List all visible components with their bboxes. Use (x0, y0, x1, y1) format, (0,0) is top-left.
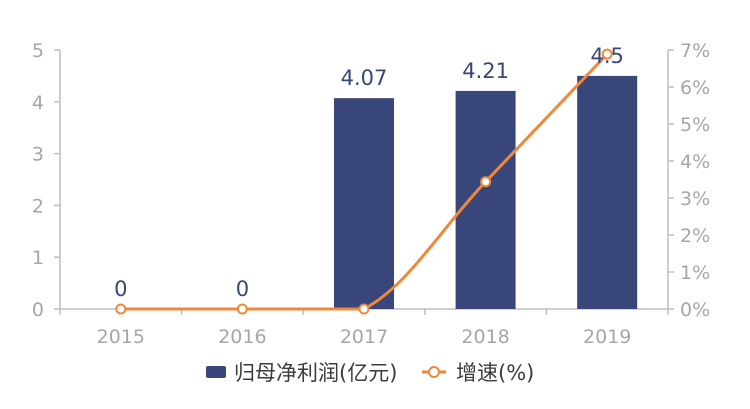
y-tick-label-right: 3% (680, 188, 710, 210)
bar-value-label: 0 (114, 277, 127, 301)
legend: 归母净利润(亿元) 增速(%) (206, 361, 534, 385)
y-tick-label-right: 6% (680, 77, 710, 99)
y-tick-label-right: 2% (680, 225, 710, 247)
y-tick-label-right: 5% (680, 114, 710, 136)
x-tick-label: 2017 (340, 326, 388, 348)
legend-label-growth: 增速(%) (456, 361, 534, 385)
x-tick-label: 2019 (583, 326, 631, 348)
legend-swatch-growth-marker (428, 366, 440, 378)
growth-point (358, 303, 370, 315)
bar-value-label: 4.5 (590, 44, 623, 68)
bar (455, 90, 516, 309)
bar-value-label: 4.21 (462, 59, 509, 83)
y-tick-label-left: 1 (32, 247, 44, 269)
bar (577, 75, 638, 310)
bar-value-label: 0 (236, 277, 249, 301)
y-tick-label-left: 2 (32, 195, 44, 217)
x-tick-label: 2016 (218, 326, 266, 348)
y-tick-label-right: 4% (680, 151, 710, 173)
y-tick-label-left: 4 (32, 92, 44, 114)
y-tick-label-left: 0 (32, 299, 44, 321)
growth-point (601, 48, 613, 60)
legend-swatch-net-profit (206, 366, 226, 378)
x-tick-label: 2015 (97, 326, 145, 348)
bar (334, 98, 394, 309)
y-tick-label-left: 3 (32, 144, 44, 166)
axes: 0 1 2 3 4 5 0% 1% 2% 3% 4% 5% 6% 7% 2015 2016 2017 2018 20… (32, 40, 710, 348)
data-labels: 0 0 4.07 4.21 4.5 (114, 44, 624, 301)
growth-point (115, 303, 127, 315)
bars (334, 75, 638, 310)
y-tick-label-left: 5 (32, 40, 44, 62)
y-tick-label-right: 7% (680, 40, 710, 62)
legend-label-net-profit: 归母净利润(亿元) (234, 361, 397, 385)
x-tick-label: 2018 (461, 326, 509, 348)
bar-value-label: 4.07 (341, 66, 388, 90)
growth-point (480, 176, 492, 188)
y-tick-label-right: 0% (680, 299, 710, 321)
y-tick-label-right: 1% (680, 262, 710, 284)
growth-point (236, 303, 248, 315)
growth-line (115, 48, 613, 315)
